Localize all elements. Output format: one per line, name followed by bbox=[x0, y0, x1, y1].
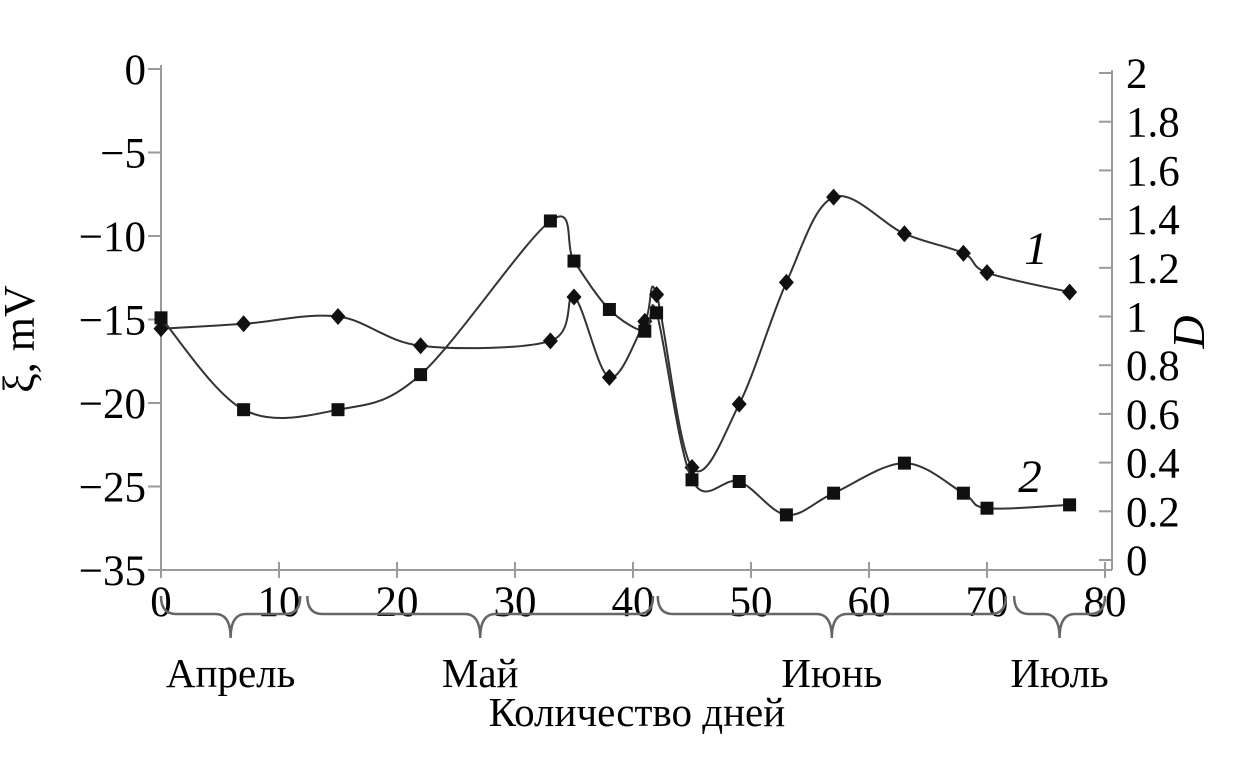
square-marker bbox=[543, 214, 557, 228]
right-axis-tick-label: 2 bbox=[1126, 51, 1148, 98]
x-axis-title: Количество дней bbox=[489, 689, 785, 735]
square-marker bbox=[779, 508, 793, 522]
x-axis-tick-label: 20 bbox=[376, 579, 419, 626]
right-axis-tick-label: 0.4 bbox=[1126, 441, 1180, 488]
diamond-marker bbox=[778, 273, 794, 291]
diamond-marker bbox=[601, 368, 617, 386]
diamond-marker bbox=[413, 337, 429, 355]
square-marker bbox=[1063, 498, 1077, 512]
month-bracket bbox=[656, 595, 1008, 639]
square-marker bbox=[331, 403, 345, 417]
series-2-markers bbox=[154, 214, 1077, 522]
left-axis-tick-label: −5 bbox=[100, 131, 146, 178]
square-marker bbox=[237, 403, 251, 417]
diamond-marker bbox=[1062, 283, 1078, 301]
left-axis-tick-label: −35 bbox=[79, 548, 146, 595]
square-marker bbox=[602, 302, 616, 316]
diamond-marker bbox=[979, 264, 995, 282]
x-axis-tick-label: 60 bbox=[848, 579, 891, 626]
diamond-marker bbox=[826, 188, 842, 206]
left-axis-tick-label: −25 bbox=[79, 465, 146, 512]
right-axis-tick-label: 1.4 bbox=[1126, 197, 1180, 244]
diamond-marker bbox=[542, 332, 558, 350]
right-axis-tick-label: 1.2 bbox=[1126, 246, 1180, 293]
left-axis-tick-label: −10 bbox=[79, 214, 146, 261]
month-label: Апрель bbox=[166, 650, 295, 696]
left-axis-title: ξ, mV bbox=[0, 285, 44, 393]
diamond-marker bbox=[566, 288, 582, 306]
series-2-label: 2 bbox=[1018, 451, 1042, 503]
right-axis-tick-label: 1.8 bbox=[1126, 100, 1180, 147]
chart-dynamic-layer: 0−5−10−15−20−25−3521.81.61.41.210.80.60.… bbox=[79, 47, 1180, 696]
diamond-marker bbox=[955, 244, 971, 262]
square-marker bbox=[956, 486, 970, 500]
month-brackets bbox=[159, 595, 1107, 639]
right-axis-tick-label: 0.6 bbox=[1126, 392, 1180, 439]
square-marker bbox=[897, 456, 911, 470]
x-axis-tick-label: 30 bbox=[494, 579, 537, 626]
square-marker bbox=[827, 486, 841, 500]
right-axis-title: D bbox=[1163, 315, 1214, 349]
diamond-marker bbox=[236, 315, 252, 333]
diamond-marker bbox=[330, 308, 346, 325]
x-axis-tick-label: 70 bbox=[966, 579, 1009, 626]
square-marker bbox=[414, 368, 428, 382]
month-bracket bbox=[306, 595, 655, 639]
square-marker bbox=[732, 474, 746, 488]
left-axis-tick-label: −15 bbox=[79, 298, 146, 345]
x-axis-tick-label: 10 bbox=[258, 579, 301, 626]
diamond-marker bbox=[731, 395, 747, 413]
series-2-line bbox=[160, 215, 1070, 516]
x-axis-tick-label: 50 bbox=[730, 579, 773, 626]
square-marker bbox=[980, 501, 994, 515]
month-bracket bbox=[159, 595, 302, 639]
diamond-marker bbox=[649, 286, 665, 304]
right-axis-tick-label: 0.8 bbox=[1126, 343, 1180, 390]
right-axis-tick-label: 0 bbox=[1126, 538, 1148, 585]
axes bbox=[148, 65, 1113, 578]
series-1-markers bbox=[153, 188, 1078, 476]
month-bracket bbox=[1012, 595, 1107, 639]
diamond-marker bbox=[896, 225, 912, 243]
right-axis-tick-label: 0.2 bbox=[1126, 489, 1180, 536]
square-marker bbox=[650, 306, 664, 320]
right-axis-tick-label: 1 bbox=[1126, 295, 1148, 342]
x-axis-tick-label: 40 bbox=[612, 579, 655, 626]
square-marker bbox=[685, 473, 699, 487]
left-axis-tick-label: 0 bbox=[125, 47, 147, 94]
month-label: Июль bbox=[1010, 650, 1108, 696]
left-axis-tick-label: −20 bbox=[79, 381, 146, 428]
series-1-line bbox=[160, 195, 1070, 473]
square-marker bbox=[154, 311, 168, 325]
month-label: Май bbox=[442, 650, 519, 696]
square-marker bbox=[638, 324, 652, 338]
series-1-label: 1 bbox=[1024, 223, 1048, 275]
right-axis-tick-label: 1.6 bbox=[1126, 148, 1180, 195]
square-marker bbox=[567, 254, 581, 268]
diamond-marker bbox=[153, 320, 169, 338]
month-label: Июнь bbox=[781, 650, 882, 696]
